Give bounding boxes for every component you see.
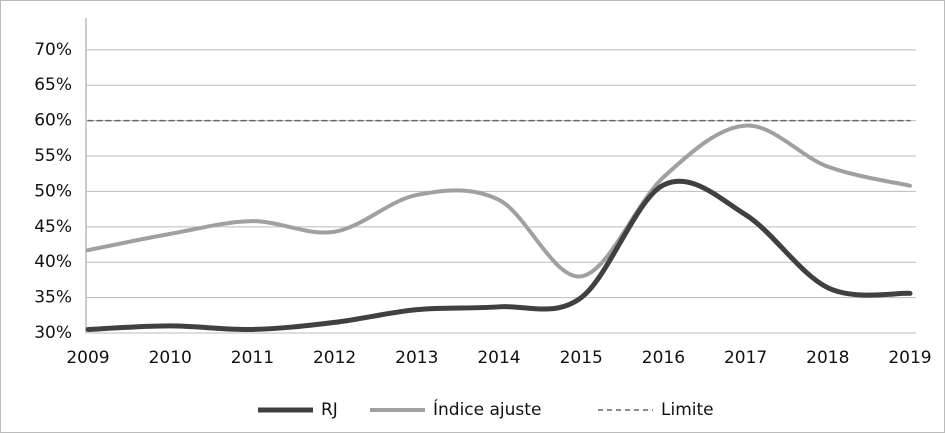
x-tick-label: 2018 [806, 348, 849, 368]
x-tick-label: 2014 [477, 348, 520, 368]
y-tick-label: 50% [34, 181, 72, 201]
line [86, 123, 912, 279]
x-tick-label: 2012 [313, 348, 356, 368]
y-tick-label: 55% [34, 146, 72, 166]
x-tick-label: 2011 [231, 348, 274, 368]
y-tick-label: 65% [34, 75, 72, 95]
legend-label: Índice ajuste [433, 398, 541, 420]
x-tick-label: 2017 [724, 348, 767, 368]
legend-label: RJ [321, 400, 338, 420]
line [85, 178, 913, 333]
x-tick-label: 2010 [149, 348, 192, 368]
y-tick-label: 45% [34, 217, 72, 237]
x-tick-label: 2009 [66, 348, 109, 368]
x-tick-label: 2013 [395, 348, 438, 368]
y-tick-label: 60% [34, 111, 72, 131]
y-tick-label: 40% [34, 252, 72, 272]
x-tick-label: 2016 [642, 348, 685, 368]
x-tick-label: 2015 [560, 348, 603, 368]
y-tick-label: 35% [34, 288, 72, 308]
y-tick-label: 70% [34, 40, 72, 60]
legend-label: Limite [661, 400, 714, 420]
x-tick-label: 2019 [888, 348, 931, 368]
y-tick-label: 30% [34, 323, 72, 343]
